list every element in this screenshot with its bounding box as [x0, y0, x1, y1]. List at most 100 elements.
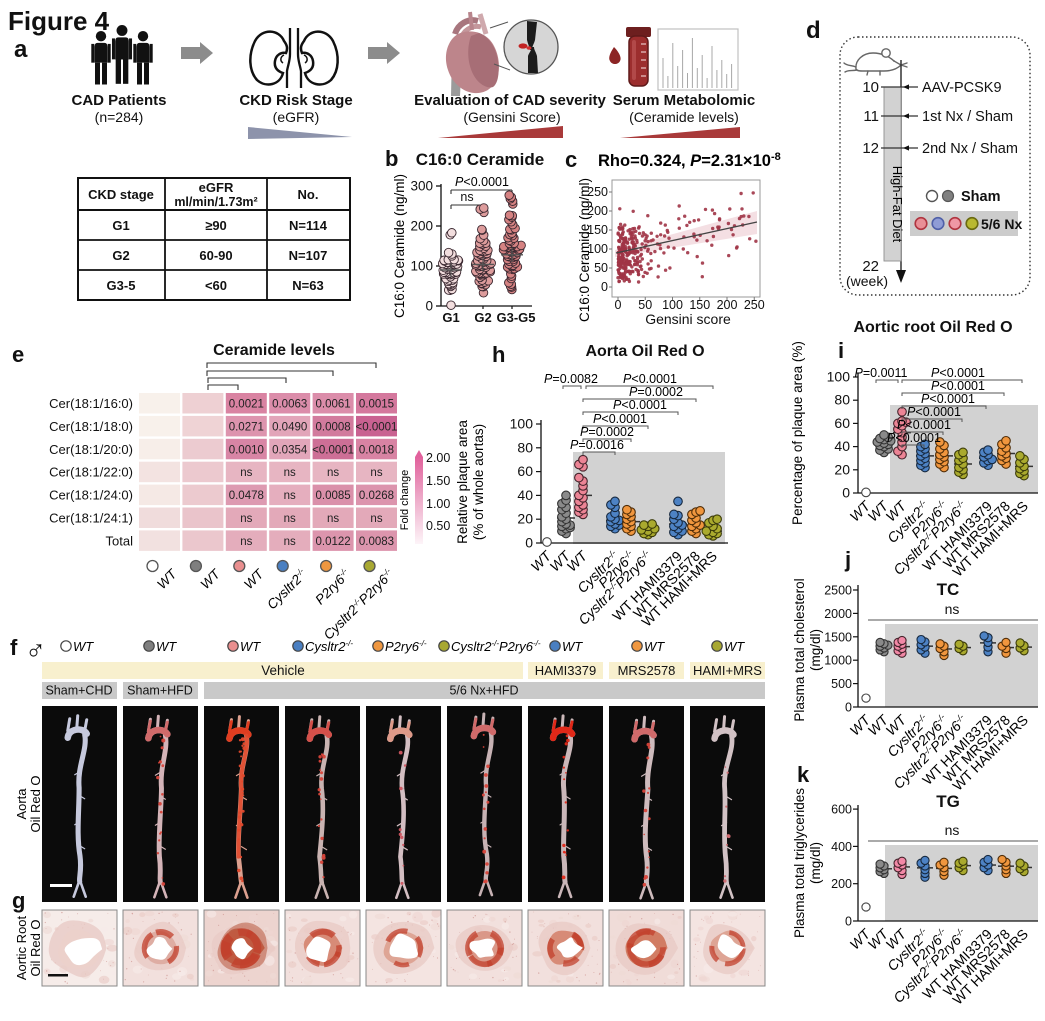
svg-text:C16:0 Ceramide: C16:0 Ceramide [416, 150, 545, 169]
svg-text:0: 0 [615, 298, 622, 312]
svg-text:2500: 2500 [824, 584, 852, 598]
svg-text:P2ry6-/-​: P2ry6-/-​ [385, 639, 427, 654]
svg-text:20: 20 [834, 461, 850, 477]
svg-text:WT: WT [724, 639, 745, 654]
svg-text:MRS2578: MRS2578 [618, 663, 676, 678]
svg-text:200: 200 [587, 204, 608, 218]
svg-text:ml/min/1.73m²: ml/min/1.73m² [174, 195, 257, 209]
svg-text:1.00: 1.00 [426, 497, 450, 511]
svg-text:1st Nx / Sham: 1st Nx / Sham [922, 109, 1013, 125]
svg-text:0: 0 [845, 701, 852, 715]
svg-text:a: a [14, 36, 28, 63]
svg-text:0.0478: 0.0478 [229, 490, 264, 502]
svg-text:G2: G2 [112, 248, 129, 263]
svg-text:100: 100 [827, 369, 851, 385]
svg-text:AAV-PCSK9: AAV-PCSK9 [922, 80, 1002, 96]
svg-text:P=0.0016: P=0.0016 [570, 438, 624, 452]
svg-text:c: c [565, 147, 577, 172]
svg-text:WT: WT [198, 565, 225, 592]
svg-text:300: 300 [410, 179, 433, 194]
svg-text:e: e [12, 342, 24, 367]
svg-text:0.0015: 0.0015 [359, 399, 394, 411]
svg-text:Plasma total cholesterol: Plasma total cholesterol [792, 578, 807, 721]
svg-text:200: 200 [410, 219, 433, 234]
svg-text:10: 10 [862, 79, 879, 96]
svg-text:80: 80 [834, 392, 850, 408]
svg-text:P<0.0001: P<0.0001 [623, 372, 677, 386]
svg-text:ns: ns [284, 490, 296, 502]
svg-text:0.0083: 0.0083 [359, 536, 394, 548]
svg-text:G3-G5: G3-G5 [496, 310, 535, 325]
svg-text:100: 100 [662, 298, 683, 312]
svg-text:100: 100 [510, 416, 534, 432]
svg-text:Oil Red O: Oil Red O [28, 919, 43, 976]
svg-text:≥90: ≥90 [205, 218, 227, 233]
svg-text:<0.0001: <0.0001 [312, 444, 354, 456]
svg-text:G1: G1 [442, 310, 459, 325]
svg-text:Ceramide levels: Ceramide levels [213, 342, 335, 359]
svg-text:Relative plaque area: Relative plaque area [455, 420, 470, 544]
svg-text:b: b [385, 146, 398, 171]
svg-text:G3-5: G3-5 [107, 278, 136, 293]
svg-text:Rho=0.324, P=2.31×10-8: Rho=0.324, P=2.31×10-8 [598, 151, 781, 170]
svg-text:200: 200 [717, 298, 738, 312]
svg-text:ns: ns [327, 513, 339, 525]
svg-text:P<0.0001: P<0.0001 [593, 412, 647, 426]
svg-text:5/6 Nx: 5/6 Nx [981, 216, 1022, 232]
svg-text:P<0.0001: P<0.0001 [887, 431, 941, 445]
svg-text:50: 50 [638, 298, 652, 312]
svg-text:0.0061: 0.0061 [316, 399, 351, 411]
svg-text:0.0268: 0.0268 [359, 490, 394, 502]
svg-text:P<0.0001: P<0.0001 [931, 379, 985, 393]
svg-text:0.0063: 0.0063 [272, 399, 307, 411]
svg-text:0: 0 [601, 280, 608, 294]
svg-text:k: k [797, 762, 810, 787]
svg-text:12: 12 [862, 140, 879, 157]
svg-text:22: 22 [862, 258, 879, 275]
svg-text:250: 250 [744, 298, 765, 312]
svg-text:Sham+HFD: Sham+HFD [127, 684, 193, 698]
svg-text:0.0354: 0.0354 [272, 444, 308, 456]
svg-text:20: 20 [517, 511, 533, 527]
svg-text:100: 100 [410, 259, 433, 274]
svg-text:1000: 1000 [824, 654, 852, 668]
svg-text:200: 200 [831, 877, 852, 891]
svg-text:High-Fat Diet: High-Fat Diet [890, 166, 905, 243]
svg-text:HAMI+MRS: HAMI+MRS [693, 663, 762, 678]
svg-text:Gensini score: Gensini score [645, 311, 731, 327]
svg-text:0.0490: 0.0490 [272, 421, 307, 433]
svg-text:0.0085: 0.0085 [316, 490, 351, 502]
svg-text:P<0.0001: P<0.0001 [907, 405, 961, 419]
svg-text:TC: TC [937, 580, 960, 599]
svg-text:Cer(18:1/20:0): Cer(18:1/20:0) [49, 442, 133, 457]
svg-text:Cer(18:1/22:0): Cer(18:1/22:0) [49, 465, 133, 480]
svg-text:Serum Metabolomic: Serum Metabolomic [613, 92, 756, 109]
svg-text:60: 60 [517, 463, 533, 479]
svg-text:P=0.0082: P=0.0082 [544, 372, 598, 386]
svg-text:CKD Risk Stage: CKD Risk Stage [239, 92, 352, 109]
svg-text:0.50: 0.50 [426, 519, 450, 533]
svg-text:Cysltr2-/-​P2ry6-/-​: Cysltr2-/-​P2ry6-/-​ [451, 639, 541, 654]
svg-text:50: 50 [594, 261, 608, 275]
svg-text:i: i [838, 338, 844, 363]
svg-text:0: 0 [525, 535, 533, 551]
svg-text:<60: <60 [205, 278, 227, 293]
svg-text:N=114: N=114 [289, 218, 328, 233]
svg-text:ns: ns [945, 822, 960, 838]
svg-text:Cer(18:1/24:0): Cer(18:1/24:0) [49, 488, 133, 503]
svg-text:400: 400 [831, 840, 852, 854]
svg-text:TG: TG [936, 792, 960, 811]
svg-text:Oil Red O: Oil Red O [28, 775, 43, 832]
svg-text:WT: WT [644, 639, 665, 654]
svg-text:0.0018: 0.0018 [359, 444, 394, 456]
svg-text:5/6 Nx+HFD: 5/6 Nx+HFD [449, 684, 518, 698]
svg-text:Aortic Root: Aortic Root [14, 915, 29, 980]
svg-text:P=0.0002: P=0.0002 [580, 425, 634, 439]
svg-text:ns: ns [240, 513, 252, 525]
svg-text:0.0008: 0.0008 [316, 421, 351, 433]
svg-text:Cer(18:1/18:0): Cer(18:1/18:0) [49, 419, 133, 434]
svg-text:ns: ns [327, 467, 339, 479]
svg-text:G1: G1 [112, 218, 129, 233]
svg-text:Cysltr2-/-​: Cysltr2-/-​ [305, 639, 353, 654]
svg-text:(% of whole aortas): (% of whole aortas) [471, 424, 486, 540]
